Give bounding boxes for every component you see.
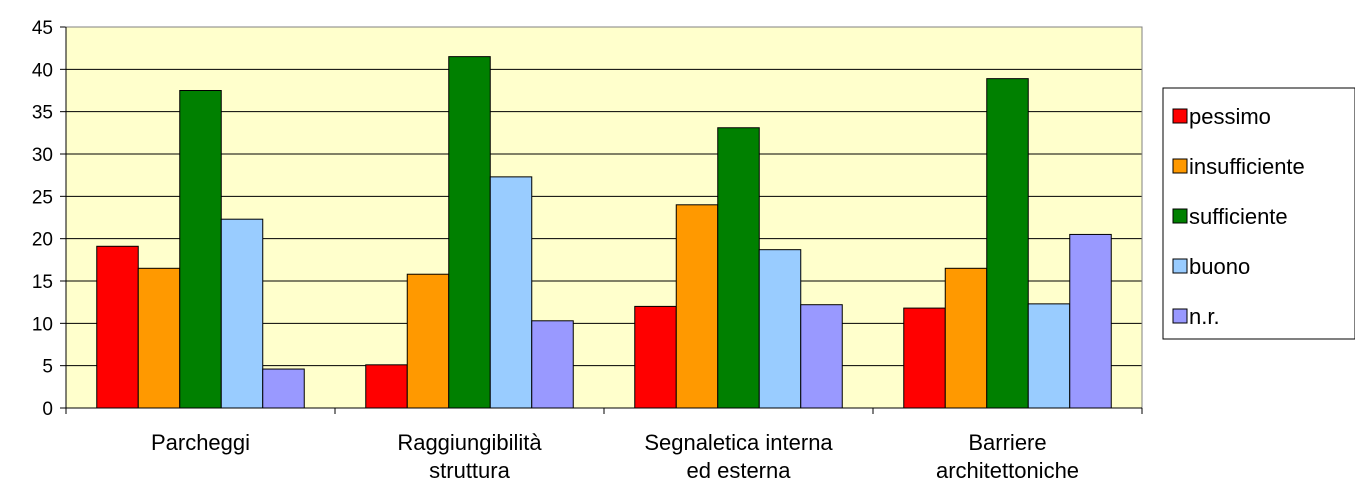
y-tick-label: 0 <box>42 399 53 420</box>
category-label-line: Barriere <box>968 430 1046 455</box>
legend-label: sufficiente <box>1189 204 1288 229</box>
bar-buono <box>758 249 802 409</box>
legend-swatch <box>1172 308 1188 324</box>
category-label-line: Raggiungibilità <box>397 430 542 455</box>
y-tick-label: 5 <box>42 357 53 378</box>
category-label: Parcheggi <box>151 430 250 455</box>
legend-swatch <box>1172 258 1188 274</box>
y-tick-label: 35 <box>32 103 53 124</box>
y-tick-label: 15 <box>32 272 53 293</box>
category-label-line: struttura <box>429 458 510 483</box>
legend-swatch <box>1172 208 1188 224</box>
y-tick-label: 20 <box>32 230 53 251</box>
bar-pessimo <box>96 245 139 409</box>
bar-buono <box>220 218 264 409</box>
bar-sufficiente <box>986 78 1029 409</box>
legend: pessimo insufficiente sufficiente buono n.r. <box>1162 87 1355 340</box>
bar-n-r <box>531 320 574 409</box>
category-label-line: ed esterna <box>687 458 792 483</box>
bar-sufficiente <box>448 56 491 409</box>
legend-label: insufficiente <box>1189 154 1305 179</box>
y-tick-label: 30 <box>32 145 53 166</box>
y-tick-label: 40 <box>32 60 53 81</box>
legend-box <box>1162 87 1355 340</box>
legend-swatch <box>1172 158 1188 174</box>
bar-n-r <box>262 368 305 409</box>
bar-buono <box>1027 303 1071 409</box>
bar-buono <box>489 176 533 409</box>
bar-n-r <box>1069 233 1112 409</box>
category-label: Raggiungibilità struttura <box>397 430 542 483</box>
y-tick-label: 45 <box>32 18 53 39</box>
bar-n-r <box>800 304 843 409</box>
y-tick-label: 10 <box>32 314 53 335</box>
bar-insufficiente <box>675 204 719 409</box>
bar-insufficiente <box>406 273 450 409</box>
category-label-line: Segnaletica interna <box>644 430 833 455</box>
category-label-line: architettoniche <box>936 458 1079 483</box>
bar-insufficiente <box>944 267 988 409</box>
category-label: Segnaletica interna ed esterna <box>644 430 833 483</box>
bar-pessimo <box>365 364 408 409</box>
y-tick-label: 25 <box>32 187 53 208</box>
bar-pessimo <box>903 307 946 409</box>
category-label-line: Parcheggi <box>151 430 250 455</box>
bar-sufficiente <box>179 90 222 409</box>
bar-sufficiente <box>717 127 760 409</box>
legend-label: buono <box>1189 254 1250 279</box>
category-label: Barriere architettoniche <box>936 430 1079 483</box>
plot-area: 0 5 10 15 20 25 30 35 40 45 Parcheggi Raggiungibili… <box>32 18 1143 483</box>
bar-pessimo <box>634 305 677 409</box>
legend-label: n.r. <box>1189 304 1220 329</box>
legend-label: pessimo <box>1189 104 1271 129</box>
legend-swatch <box>1172 108 1188 124</box>
bar-insufficiente <box>137 267 181 409</box>
